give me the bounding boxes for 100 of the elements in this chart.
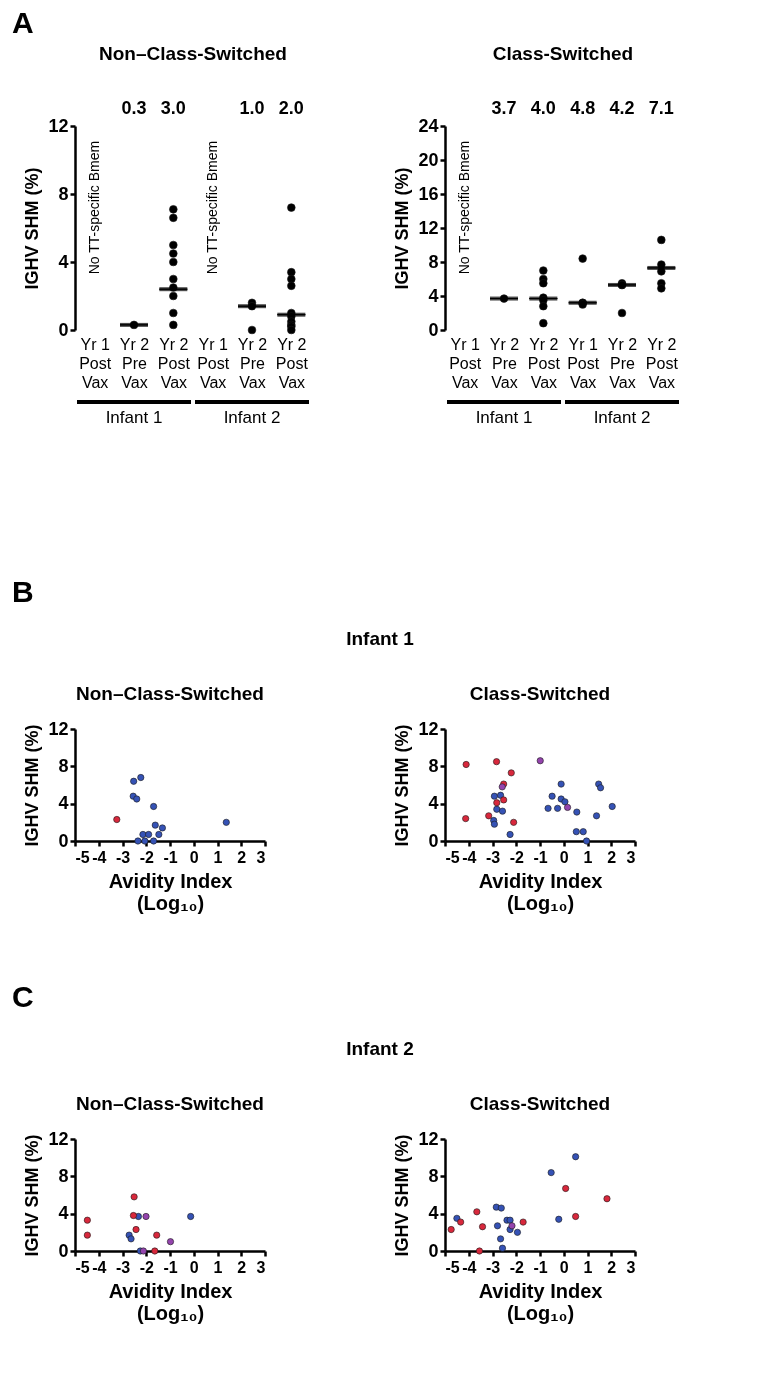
y-tick-label: 16 bbox=[418, 183, 439, 204]
x-tick-label: 0 bbox=[189, 1258, 199, 1276]
x-tick-label: 3 bbox=[256, 848, 266, 866]
text: A bbox=[12, 6, 34, 40]
text: 1.0 bbox=[239, 98, 265, 118]
x-tick-label: 0 bbox=[559, 848, 569, 866]
x-tick-label: Yr 2 Post Vax bbox=[527, 335, 561, 391]
x-tick-label: Yr 1 Post Vax bbox=[449, 335, 482, 391]
x-tick-label: -4 bbox=[462, 848, 477, 866]
x-tick-label: Yr 2 Post Vax bbox=[157, 335, 191, 391]
chart-title: Non–Class-Switched bbox=[76, 1093, 264, 1114]
x-tick-label: -4 bbox=[92, 1258, 107, 1276]
x-tick-label: Yr 1 Post Vax bbox=[197, 335, 230, 391]
y-tick-label: 20 bbox=[418, 149, 439, 170]
x-tick-label: -5 bbox=[75, 848, 90, 866]
y-axis-title: IGHV SHM (%) bbox=[22, 724, 43, 847]
text: 7.1 bbox=[648, 98, 674, 118]
x-tick-label: 2 bbox=[237, 848, 247, 866]
x-tick-label: -4 bbox=[92, 848, 107, 866]
y-tick-label: 0 bbox=[428, 319, 439, 340]
x-tick-label: -1 bbox=[163, 1258, 178, 1276]
chart-title: Class-Switched bbox=[469, 683, 611, 704]
x-axis-title: Avidity Index (Log₁₀) bbox=[478, 869, 603, 914]
y-tick-label: 8 bbox=[428, 755, 439, 776]
y-tick-label: 0 bbox=[428, 830, 439, 851]
text: Infant 2 bbox=[223, 408, 281, 427]
x-tick-label: Yr 2 Pre Vax bbox=[119, 335, 150, 391]
y-tick-label: 12 bbox=[418, 718, 439, 739]
y-tick-label: 4 bbox=[428, 1203, 439, 1224]
x-tick-label: -1 bbox=[533, 1258, 548, 1276]
x-tick-label: Yr 1 Post Vax bbox=[567, 335, 600, 391]
text: Infant 2 bbox=[345, 1038, 415, 1060]
y-tick-label: 0 bbox=[428, 1240, 439, 1261]
chart-title: Non–Class-Switched bbox=[76, 683, 264, 704]
text: 3.7 bbox=[491, 98, 517, 118]
text: Infant 1 bbox=[345, 628, 415, 650]
text: B bbox=[12, 575, 34, 609]
y-tick-label: 0 bbox=[58, 319, 69, 340]
y-axis-title: IGHV SHM (%) bbox=[392, 724, 413, 847]
x-tick-label: -3 bbox=[485, 1258, 501, 1276]
text: 4.0 bbox=[530, 98, 556, 118]
y-tick-label: 4 bbox=[58, 251, 69, 272]
x-tick-label: -5 bbox=[75, 1258, 90, 1276]
y-axis-title: IGHV SHM (%) bbox=[22, 167, 43, 290]
y-tick-label: 12 bbox=[418, 217, 439, 238]
text: C bbox=[12, 980, 34, 1014]
x-tick-label: -5 bbox=[445, 1258, 460, 1276]
x-tick-label: 1 bbox=[213, 848, 223, 866]
y-tick-label: 8 bbox=[58, 183, 69, 204]
x-tick-label: Yr 2 Post Vax bbox=[275, 335, 309, 391]
text: 0.3 bbox=[121, 98, 147, 118]
y-tick-label: 4 bbox=[58, 1203, 69, 1224]
x-axis-title: Avidity Index (Log₁₀) bbox=[108, 1279, 233, 1324]
y-axis-title: IGHV SHM (%) bbox=[392, 167, 413, 290]
y-tick-label: 0 bbox=[58, 1240, 69, 1261]
x-tick-label: 0 bbox=[559, 1258, 569, 1276]
chart-title: Class-Switched bbox=[492, 43, 634, 64]
x-tick-label: 3 bbox=[626, 848, 636, 866]
x-tick-label: -3 bbox=[485, 848, 501, 866]
y-tick-label: 12 bbox=[48, 718, 69, 739]
x-axis-title: Avidity Index (Log₁₀) bbox=[478, 1279, 603, 1324]
text: 4.8 bbox=[570, 98, 596, 118]
text: Infant 1 bbox=[475, 408, 533, 427]
x-tick-label: 2 bbox=[237, 1258, 247, 1276]
y-tick-label: 4 bbox=[58, 793, 69, 814]
annotation: No TT-specific Bmem bbox=[203, 140, 220, 275]
x-tick-label: 0 bbox=[189, 848, 199, 866]
y-tick-label: 8 bbox=[58, 755, 69, 776]
y-tick-label: 24 bbox=[418, 115, 439, 136]
y-tick-label: 4 bbox=[428, 793, 439, 814]
x-tick-label: Yr 1 Post Vax bbox=[79, 335, 112, 391]
x-tick-label: Yr 2 Pre Vax bbox=[489, 335, 520, 391]
x-tick-label: -3 bbox=[115, 1258, 131, 1276]
y-tick-label: 0 bbox=[58, 830, 69, 851]
text: 3.0 bbox=[160, 98, 186, 118]
x-tick-label: -3 bbox=[115, 848, 131, 866]
y-tick-label: 12 bbox=[418, 1128, 439, 1149]
x-tick-label: Yr 2 Pre Vax bbox=[237, 335, 268, 391]
annotation: No TT-specific Bmem bbox=[85, 140, 102, 275]
x-tick-label: 1 bbox=[583, 1258, 593, 1276]
x-tick-label: 1 bbox=[213, 1258, 223, 1276]
x-tick-label: -4 bbox=[462, 1258, 477, 1276]
x-tick-label: -2 bbox=[509, 848, 524, 866]
chart-title: Class-Switched bbox=[469, 1093, 611, 1114]
y-tick-label: 8 bbox=[428, 1165, 439, 1186]
y-tick-label: 8 bbox=[58, 1165, 69, 1186]
y-tick-label: 4 bbox=[428, 285, 439, 306]
x-tick-label: -1 bbox=[163, 848, 178, 866]
text: 2.0 bbox=[278, 98, 304, 118]
y-axis-title: IGHV SHM (%) bbox=[392, 1134, 413, 1257]
x-tick-label: -2 bbox=[139, 848, 154, 866]
x-tick-label: Yr 2 Pre Vax bbox=[607, 335, 638, 391]
x-tick-label: -1 bbox=[533, 848, 548, 866]
y-tick-label: 12 bbox=[48, 115, 69, 136]
x-tick-label: 2 bbox=[607, 1258, 617, 1276]
y-axis-title: IGHV SHM (%) bbox=[22, 1134, 43, 1257]
y-tick-label: 8 bbox=[428, 251, 439, 272]
x-tick-label: 1 bbox=[583, 848, 593, 866]
text: 4.2 bbox=[609, 98, 635, 118]
chart-title: Non–Class-Switched bbox=[99, 43, 287, 64]
